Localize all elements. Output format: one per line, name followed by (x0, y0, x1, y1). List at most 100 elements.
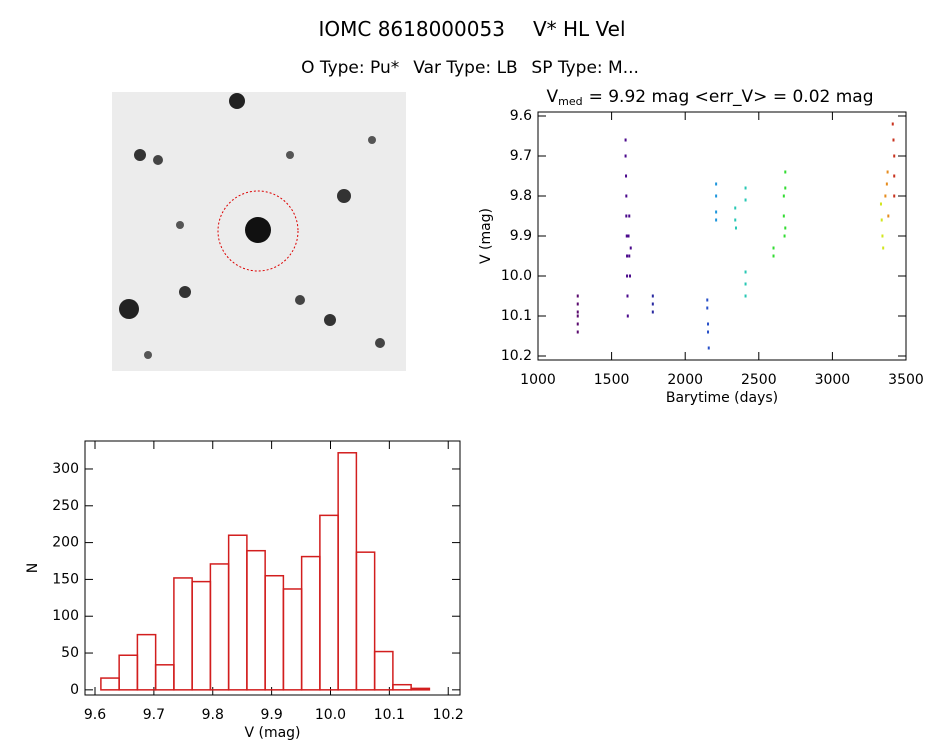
bar (392, 683, 412, 691)
point (629, 274, 631, 278)
var-type: Var Type: LB (413, 58, 517, 78)
y-tick-label: 9.6 (510, 108, 532, 124)
star (153, 155, 163, 165)
y-tick-label: 10.1 (501, 308, 532, 324)
point (886, 170, 889, 174)
bar (300, 555, 321, 691)
subtitle: O Type: Pu* Var Type: LB SP Type: M... (301, 58, 639, 78)
point (625, 194, 628, 198)
star (368, 136, 376, 144)
point (626, 274, 629, 278)
point (734, 206, 737, 210)
point (627, 234, 630, 238)
bar (264, 574, 285, 691)
bar (191, 580, 212, 691)
point (576, 310, 579, 314)
y-tick-label: 9.8 (510, 188, 532, 204)
point (882, 246, 885, 250)
x-tick-label: 1000 (520, 372, 556, 388)
y-tick-label: 10.2 (501, 348, 532, 364)
point (715, 218, 718, 222)
point (784, 186, 787, 190)
star (286, 151, 294, 159)
y-tick-label: 9.7 (510, 148, 532, 164)
point (707, 330, 710, 334)
point (706, 298, 709, 302)
point (576, 294, 579, 298)
point (629, 246, 632, 250)
point (879, 202, 882, 206)
title-star: V* HL Vel (533, 17, 626, 41)
star (295, 295, 305, 305)
point (715, 210, 718, 214)
point (576, 330, 579, 334)
bar (337, 452, 358, 691)
bar (154, 664, 175, 691)
bar (282, 588, 303, 691)
point (576, 322, 579, 326)
y-tick-label: 200 (52, 535, 79, 551)
y-axis-label: V (mag) (478, 208, 494, 264)
point (576, 302, 579, 306)
bar (410, 687, 431, 691)
plot-frame (537, 111, 907, 361)
bar (319, 514, 339, 691)
y-tick-label: 0 (70, 682, 79, 698)
sky-image (112, 92, 406, 371)
y-tick-label: 300 (52, 461, 79, 477)
point (624, 154, 627, 158)
point (734, 226, 737, 230)
point (626, 254, 629, 258)
y-tick-label: 10.0 (501, 268, 532, 284)
x-tick-label: 2500 (741, 372, 777, 388)
point (783, 234, 786, 238)
target-circle (217, 190, 299, 272)
star (337, 189, 351, 203)
point (651, 302, 654, 306)
point (707, 346, 710, 350)
star (176, 221, 184, 229)
point (576, 314, 579, 318)
title-id: IOMC 8618000053 (318, 17, 504, 41)
bar (373, 650, 394, 691)
point (744, 282, 747, 286)
star (119, 299, 139, 319)
point (887, 214, 890, 218)
point (892, 138, 895, 142)
point (628, 214, 631, 218)
stat-v: V (546, 87, 558, 107)
point (651, 294, 654, 298)
bar (355, 551, 376, 691)
point (784, 170, 787, 174)
x-tick-label: 10.2 (433, 707, 464, 723)
point (734, 218, 737, 222)
bar (173, 577, 193, 691)
point (884, 194, 887, 198)
point (893, 194, 896, 198)
y-tick-label: 150 (52, 571, 79, 587)
star (134, 149, 146, 161)
point (782, 214, 785, 218)
point (626, 294, 629, 298)
y-tick-label: 9.9 (510, 228, 532, 244)
y-tick-label: 50 (61, 645, 79, 661)
y-tick-label: 100 (52, 608, 79, 624)
point (625, 174, 628, 178)
stats: Vmed = 9.92 mag <err_V> = 0.02 mag (546, 87, 873, 108)
x-tick-label: 3500 (888, 372, 924, 388)
point (893, 154, 896, 158)
point (744, 270, 747, 274)
o-type: O Type: Pu* (301, 58, 399, 78)
x-tick-label: 3000 (815, 372, 851, 388)
point (625, 234, 628, 238)
point (715, 182, 718, 186)
bar (136, 633, 157, 691)
point (782, 194, 785, 198)
bar (209, 563, 230, 691)
x-tick-label: 9.7 (143, 707, 165, 723)
point (891, 122, 894, 126)
star (245, 217, 271, 243)
x-tick-label: 9.8 (202, 707, 224, 723)
x-tick-label: 9.6 (84, 707, 106, 723)
bar (246, 549, 266, 691)
